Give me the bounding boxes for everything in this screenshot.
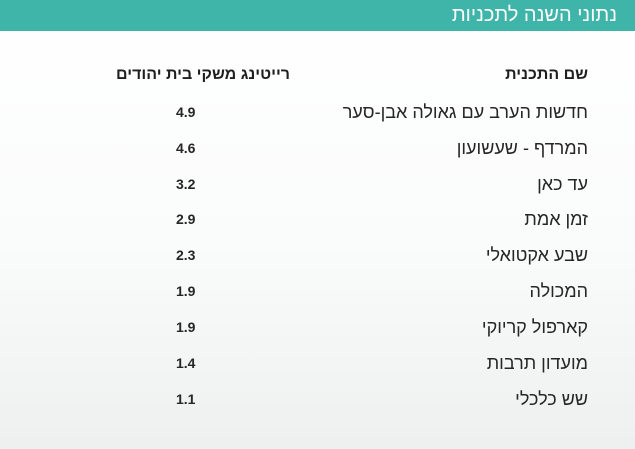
program-name-cell: עד כאן [537, 174, 588, 194]
program-name-cell: מועדון תרבות [486, 353, 588, 373]
rating-cell: 4.9 [176, 104, 196, 120]
program-name-cell: המכולה [529, 281, 588, 301]
rating-cell: 2.3 [176, 247, 196, 263]
table-row: חדשות הערב עם גאולה אבן-סער 4.9 [0, 97, 635, 127]
table-row: עד כאן 3.2 [0, 169, 635, 199]
rating-cell: 2.9 [176, 211, 196, 227]
rating-cell: 3.2 [176, 176, 196, 192]
header-bar: נתוני השנה לתכניות [0, 0, 635, 31]
program-name-cell: קארפול קריוקי [481, 317, 588, 337]
program-name-cell: המרדף - שעשועון [456, 138, 588, 158]
table-row: שש כלכלי 1.1 [0, 384, 635, 414]
table-row: מועדון תרבות 1.4 [0, 348, 635, 378]
table-row: המרדף - שעשועון 4.6 [0, 133, 635, 163]
column-header-rating: רייטינג משקי בית יהודים [116, 66, 290, 83]
rating-cell: 1.4 [176, 355, 196, 371]
program-name-cell: זמן אמת [524, 209, 588, 229]
rating-cell: 1.9 [176, 319, 196, 335]
rating-cell: 1.1 [176, 391, 196, 407]
program-name-cell: שש כלכלי [515, 389, 588, 409]
rating-cell: 4.6 [176, 140, 196, 156]
column-header-program-name: שם התכנית [505, 66, 588, 83]
table-row: המכולה 1.9 [0, 276, 635, 306]
page-title: נתוני השנה לתכניות [451, 4, 617, 26]
table-row: קארפול קריוקי 1.9 [0, 312, 635, 342]
program-name-cell: שבע אקטואלי [485, 245, 588, 265]
program-name-cell: חדשות הערב עם גאולה אבן-סער [342, 102, 588, 122]
rating-cell: 1.9 [176, 283, 196, 299]
table-row: שבע אקטואלי 2.3 [0, 240, 635, 270]
table-row: זמן אמת 2.9 [0, 204, 635, 234]
